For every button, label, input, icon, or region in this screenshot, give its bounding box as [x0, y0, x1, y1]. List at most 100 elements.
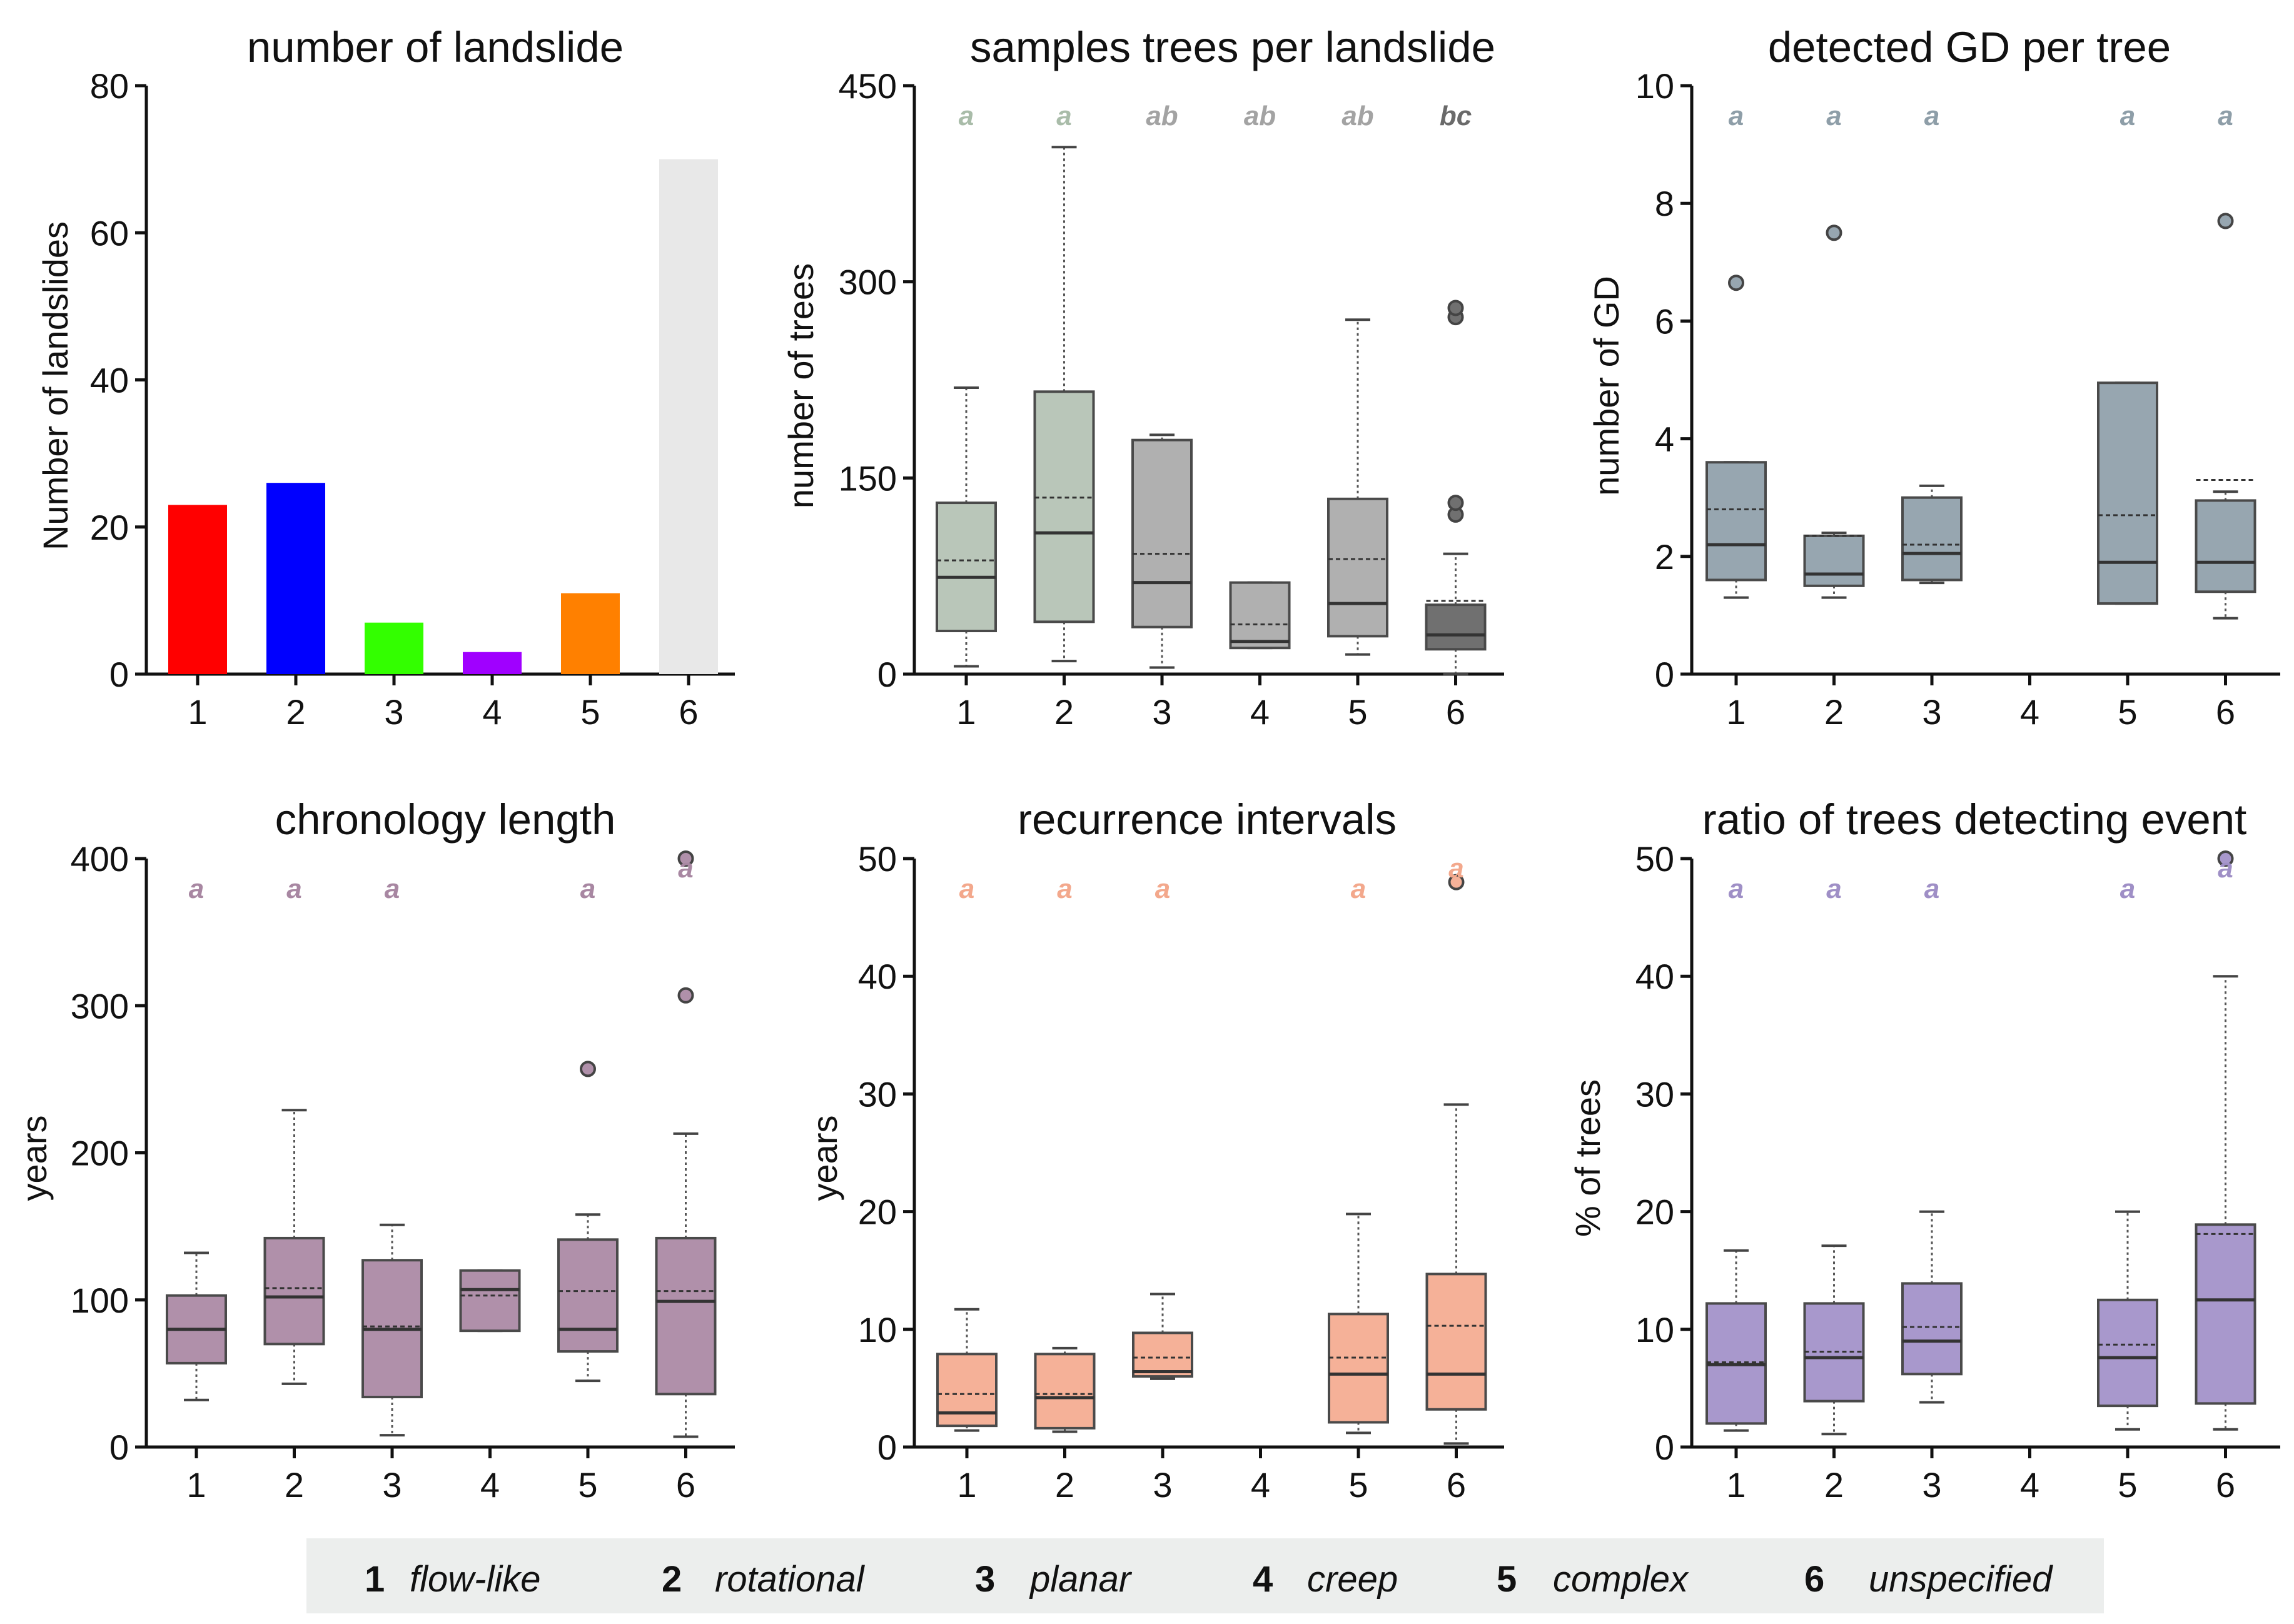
x-tick-label: 2	[1824, 1465, 1844, 1505]
box-type-1: a	[1705, 874, 1767, 1432]
panel-samples-trees: samples trees per landslide number of tr…	[781, 23, 1504, 732]
significance-letter: a	[1729, 874, 1744, 904]
x-tick-label: 5	[1348, 1465, 1368, 1505]
box-iqr	[557, 1238, 619, 1353]
ylabel-number-of-landslides: Number of landslides	[36, 221, 75, 550]
box-iqr	[1131, 438, 1193, 628]
significance-letter: a	[678, 853, 693, 884]
x-tick-label: 3	[1152, 692, 1171, 732]
outlier-point	[580, 1061, 596, 1077]
box-type-2: a	[1803, 874, 1865, 1436]
x-tick-label: 1	[1726, 1465, 1746, 1505]
y-tick-label: 6	[1655, 301, 1674, 341]
box-type-6: a	[2195, 850, 2256, 1431]
box-type-6: a	[1425, 853, 1487, 1445]
y-tick-label: 10	[1635, 1310, 1674, 1349]
legend: 1 flow-like 2 rotational 3 planar 4 cree…	[306, 1538, 2104, 1613]
y-tick-label: 200	[71, 1134, 129, 1173]
panel-title-ratio-of-trees: ratio of trees detecting event	[1702, 795, 2247, 844]
significance-letter: a	[959, 101, 974, 131]
y-tick-label: 450	[839, 66, 897, 106]
panel-title-chronology-length: chronology length	[275, 795, 616, 844]
legend-num-6: 6	[1804, 1559, 1824, 1600]
bar-type-3	[365, 622, 423, 674]
x-tick-label: 1	[1726, 692, 1746, 732]
significance-letter: a	[1351, 874, 1366, 904]
x-tick-label: 2	[1054, 692, 1074, 732]
panel-title-samples-trees: samples trees per landslide	[970, 23, 1495, 71]
x-tick-label: 2	[286, 692, 305, 732]
significance-letter: a	[385, 874, 400, 904]
significance-letter: a	[286, 874, 301, 904]
significance-letter: a	[1924, 101, 1939, 131]
y-tick-label: 10	[858, 1310, 897, 1349]
box-iqr	[936, 1353, 998, 1428]
y-tick-label: 2	[1655, 537, 1674, 577]
box-iqr	[263, 1236, 325, 1346]
y-tick-label: 40	[1635, 957, 1674, 996]
box-type-4: ab	[1229, 101, 1291, 650]
y-tick-label: 0	[877, 1428, 897, 1467]
panel-chronology-length: chronology length years 0 100 200 300 400 1 2 3…	[14, 795, 735, 1505]
x-tick-label: 6	[1447, 1465, 1466, 1505]
legend-num-4: 4	[1253, 1559, 1273, 1600]
box-iqr	[1803, 534, 1865, 587]
y-tick-label: 10	[1635, 66, 1674, 106]
plot-area-ratio-of-trees: 0 10 20 30 40 50 1 2 3 4 5 6 a a a a a	[1635, 839, 2280, 1505]
ylabel-number-of-trees: number of trees	[781, 263, 821, 508]
box-iqr	[2097, 1298, 2158, 1408]
x-tick-label: 3	[384, 692, 403, 732]
box-iqr	[1229, 581, 1291, 650]
box-type-3: ab	[1131, 101, 1193, 669]
box-type-2: a	[1803, 101, 1865, 599]
box-type-3: a	[1901, 874, 1963, 1404]
y-tick-label: 400	[71, 839, 129, 879]
significance-letter: a	[189, 874, 204, 904]
y-tick-label: 20	[858, 1193, 897, 1232]
box-type-5: ab	[1327, 101, 1388, 656]
x-tick-label: 1	[957, 1465, 976, 1505]
panel-ratio-of-trees: ratio of trees detecting event % of tree…	[1568, 795, 2280, 1505]
box-type-2: a	[1033, 101, 1095, 663]
y-tick-label: 30	[858, 1074, 897, 1114]
outlier-point	[677, 987, 694, 1004]
x-tick-label: 6	[1446, 692, 1465, 732]
x-tick-label: 5	[2118, 692, 2137, 732]
box-type-5: a	[2097, 101, 2158, 605]
box-type-5: a	[557, 874, 619, 1383]
outlier-point	[2217, 213, 2234, 229]
x-tick-label: 3	[1922, 1465, 1941, 1505]
ylabel-percent-of-trees: % of trees	[1568, 1079, 1607, 1237]
y-tick-label: 0	[1655, 1428, 1674, 1467]
box-iqr	[936, 502, 997, 632]
x-tick-label: 4	[480, 1465, 500, 1505]
significance-letter: a	[2218, 853, 2233, 884]
ylabel-years-recurrence: years	[805, 1116, 844, 1201]
y-tick-label: 50	[858, 839, 897, 879]
x-tick-label: 1	[188, 692, 207, 732]
box-type-6: a	[2195, 101, 2256, 620]
x-tick-label: 4	[2020, 1465, 2039, 1505]
plot-area-recurrence-intervals: 0 10 20 30 40 50 1 2 3 4 5 6 a a a a a	[858, 839, 1504, 1505]
plot-area-number-of-landslide: 0 20 40 60 80 1 2 3 4 5 6	[90, 66, 735, 732]
y-tick-label: 300	[71, 986, 129, 1026]
box-type-3: a	[1132, 874, 1193, 1380]
box-type-2: a	[263, 874, 325, 1385]
y-tick-label: 50	[1635, 839, 1674, 879]
legend-label-unspecified: unspecified	[1869, 1559, 2053, 1600]
box-type-3: a	[1901, 101, 1963, 585]
legend-label-creep: creep	[1307, 1559, 1398, 1600]
bar-type-5	[561, 593, 620, 674]
outlier-point	[1826, 224, 1842, 241]
box-iqr	[1328, 1313, 1389, 1424]
x-tick-label: 3	[1922, 692, 1941, 732]
x-tick-label: 5	[1348, 692, 1367, 732]
plot-area-chronology-length: 0 100 200 300 400 1 2 3 4 5 6 a a a a a	[71, 839, 735, 1505]
outlier-point	[2217, 850, 2234, 867]
box-iqr	[655, 1236, 717, 1396]
panel-detected-gd: detected GD per tree number of GD 0 2 4 6 8 1…	[1587, 23, 2280, 732]
significance-letter: a	[1155, 874, 1170, 904]
x-tick-label: 5	[2118, 1465, 2137, 1505]
